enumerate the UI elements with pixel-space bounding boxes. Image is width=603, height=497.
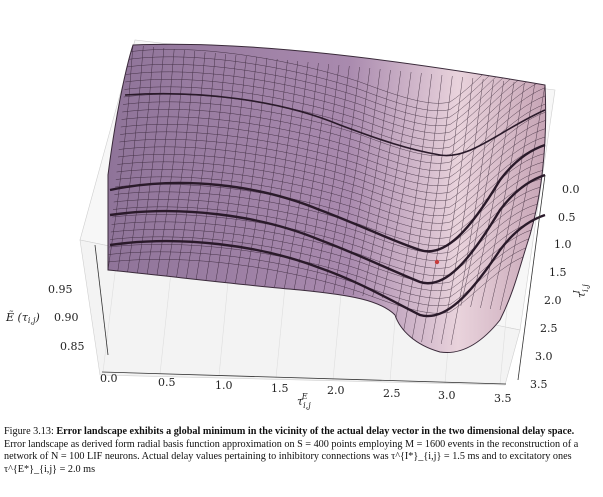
x-tick-2: 1.0 [215, 379, 233, 392]
mesh-column [146, 48, 175, 275]
z-axis-label: Ẽ (τi,j) [5, 310, 40, 325]
mesh-row [112, 202, 546, 269]
mesh-column [108, 44, 134, 271]
mesh-row [116, 153, 546, 224]
x-tick-7: 3.5 [494, 392, 512, 405]
mesh-column [411, 75, 453, 342]
mesh-column [480, 82, 525, 309]
mesh-column [323, 66, 360, 293]
error-landscape-figure: 0.95 0.90 0.85 Ẽ (τi,j) 0.0 0.5 1.0 1.5 … [5, 39, 590, 410]
contour-bands [109, 93, 546, 318]
mesh-row [122, 79, 546, 157]
mesh-row [126, 44, 546, 119]
y-tick-7: 3.5 [530, 378, 548, 391]
mesh-column [166, 50, 196, 277]
x-tick-5: 2.5 [383, 387, 401, 400]
mesh-column [313, 65, 350, 292]
mesh-row [113, 186, 546, 254]
mesh-column [431, 77, 474, 344]
mesh-row [112, 194, 546, 262]
mesh-column [254, 59, 288, 286]
mesh-column [362, 70, 402, 297]
mesh-column [127, 46, 154, 273]
mesh-column [195, 53, 226, 280]
x-tick-6: 3.0 [438, 389, 456, 402]
mesh-column [284, 62, 319, 289]
mesh-row [110, 218, 546, 284]
y-tick-4: 2.0 [544, 294, 562, 307]
mesh-row [125, 54, 546, 134]
mesh-column [303, 64, 340, 291]
mesh-row [121, 95, 546, 172]
mesh-column [333, 67, 371, 294]
z-tick-0.90: 0.90 [54, 311, 79, 324]
mesh-column [372, 71, 412, 298]
mesh-column [401, 74, 443, 341]
mesh-column [244, 58, 278, 285]
mesh-column [264, 60, 299, 287]
mesh-column [215, 55, 247, 282]
mesh-column [342, 68, 381, 295]
mesh-column [156, 49, 185, 276]
mesh-row [108, 243, 546, 307]
y-tick-3: 1.5 [549, 266, 567, 279]
y-tick-6: 3.0 [535, 350, 553, 363]
mesh-row [117, 144, 546, 217]
y-tick-5: 2.5 [540, 322, 558, 335]
z-tick-0.85: 0.85 [60, 340, 85, 353]
x-axis: 0.0 0.5 1.0 1.5 2.0 2.5 3.0 3.5 τi,jE [100, 371, 512, 410]
mesh-column [489, 83, 535, 310]
minimum-marker [434, 259, 440, 265]
y-tick-0: 0.0 [562, 183, 580, 196]
mesh-column [176, 51, 206, 278]
mesh-column [186, 52, 216, 279]
y-tick-2: 1.0 [554, 238, 572, 251]
mesh-row [115, 169, 546, 239]
z-tick-0.95: 0.95 [48, 283, 73, 296]
mesh-row [108, 251, 546, 314]
y-axis-label: τi,jI [572, 284, 590, 298]
mesh-column [352, 69, 391, 296]
mesh-column [235, 57, 268, 284]
x-tick-3: 1.5 [271, 382, 289, 395]
mesh-row [114, 177, 546, 247]
caption-title: Error landscape exhibits a global minimu… [56, 426, 575, 437]
mesh-column [421, 76, 463, 343]
error-surface [107, 43, 547, 354]
mesh-row [111, 210, 546, 277]
mesh-row [120, 103, 546, 179]
y-axis: 0.0 0.5 1.0 1.5 2.0 2.5 3.0 3.5 τi,jI [517, 174, 590, 391]
mesh-row [119, 120, 546, 194]
mesh-column [450, 79, 494, 346]
x-tick-0: 0.0 [100, 372, 118, 385]
x-axis-label: τi,jE [297, 392, 311, 410]
mesh-column [470, 81, 515, 308]
x-tick-1: 0.5 [158, 376, 176, 389]
mesh-column [499, 84, 546, 311]
mesh-column [137, 47, 165, 274]
mesh-column [205, 54, 237, 281]
mesh-row [117, 136, 546, 209]
mesh-column [225, 56, 257, 283]
y-tick-1: 0.5 [558, 211, 576, 224]
figure-caption: Figure 3.13: Error landscape exhibits a … [4, 426, 598, 476]
mesh-row [124, 62, 546, 142]
mesh-row [125, 46, 546, 127]
mesh-column [460, 80, 505, 307]
x-tick-4: 2.0 [327, 384, 345, 397]
mesh-column [382, 72, 422, 299]
mesh-column [274, 61, 309, 288]
caption-label: Figure 3.13: [4, 426, 54, 437]
caption-body: Error landscape as derived form radial b… [4, 438, 579, 475]
mesh-column [391, 73, 432, 340]
mesh-row [122, 87, 546, 164]
